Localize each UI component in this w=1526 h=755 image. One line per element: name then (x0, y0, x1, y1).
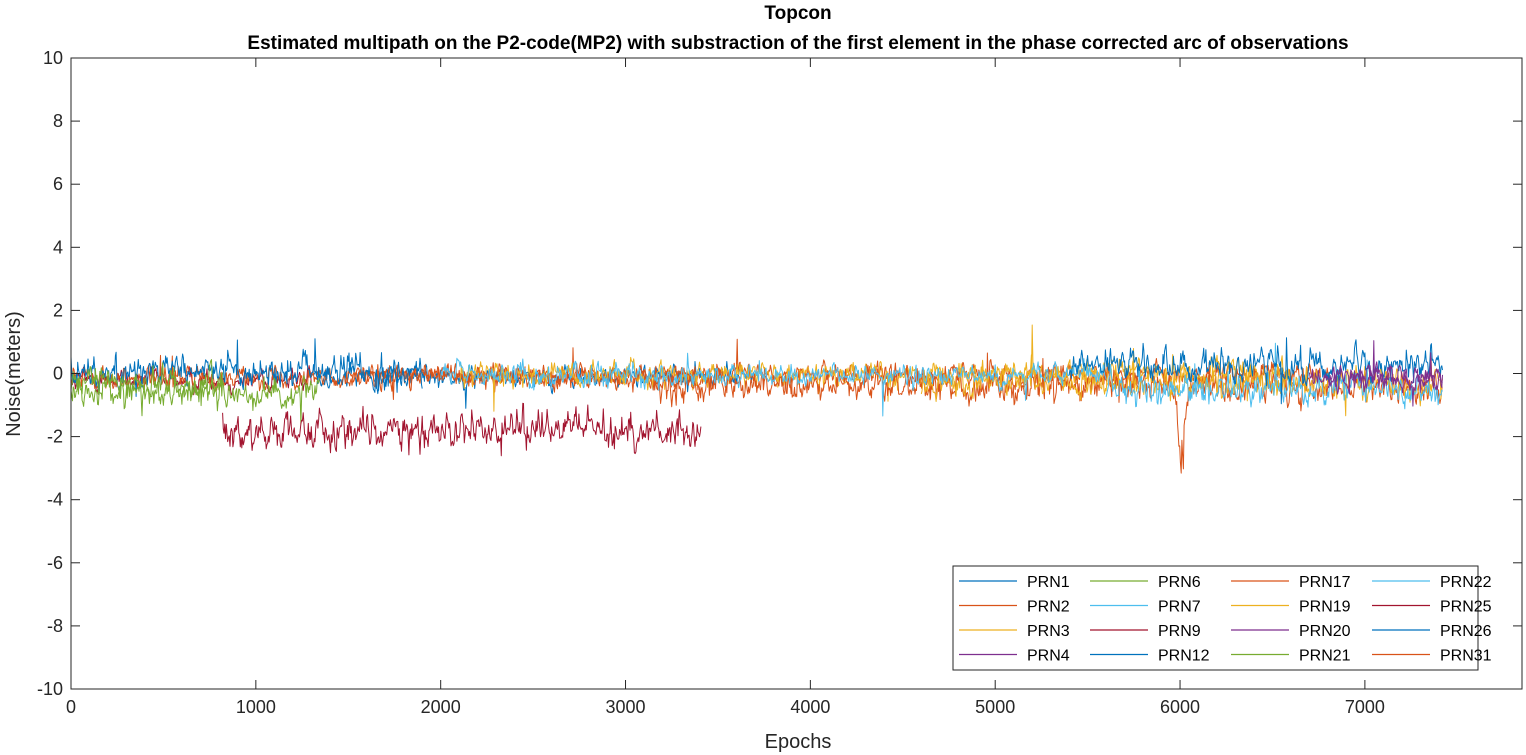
legend: PRN1 PRN2 PRN3 PRN4 PRN6 PRN7 PRN9 PRN12 PRN17 PR… (952, 565, 1492, 671)
x-tick-label: 6000 (1160, 697, 1200, 717)
series-line-prn12 (1068, 337, 1443, 405)
legend-label: PRN12 (1158, 648, 1210, 665)
y-tick-label: 4 (53, 237, 63, 257)
x-tick-label: 0 (66, 697, 76, 717)
legend-entry-prn1: PRN1 (959, 574, 1070, 591)
x-tick-label: 7000 (1345, 697, 1385, 717)
y-tick-label: -10 (37, 679, 63, 699)
legend-label: PRN19 (1299, 599, 1351, 616)
legend-label: PRN22 (1440, 574, 1492, 591)
series-line-prn7 (440, 352, 1107, 417)
y-tick-label: 6 (53, 174, 63, 194)
legend-entry-prn3: PRN3 (959, 623, 1070, 640)
x-axis-label: Epochs (765, 731, 832, 753)
series-line-prn20 (1327, 361, 1443, 393)
legend-label: PRN2 (1027, 599, 1070, 616)
series-line-prn1 (71, 338, 423, 397)
legend-label: PRN20 (1299, 623, 1351, 640)
legend-entry-prn19: PRN19 (1231, 599, 1351, 616)
y-tick-label: 8 (53, 111, 63, 131)
legend-label: PRN17 (1299, 574, 1351, 591)
axes: 0 1000 2000 3000 4000 5000 6000 7000 -10 -8 -6 -4 -2… (37, 48, 1523, 717)
legend-label: PRN1 (1027, 574, 1070, 591)
legend-label: PRN31 (1440, 648, 1492, 665)
series-line-prn22 (1105, 342, 1443, 410)
series-line-prn4 (1308, 340, 1443, 407)
y-tick-label: -2 (47, 427, 63, 447)
y-tick-label: 10 (43, 48, 63, 68)
y-tick-label: 2 (53, 300, 63, 320)
legend-label: PRN9 (1158, 623, 1201, 640)
legend-label: PRN7 (1158, 599, 1201, 616)
chart-title: Topcon (764, 3, 831, 24)
legend-entry-prn2: PRN2 (959, 599, 1070, 616)
plot-area (71, 324, 1443, 474)
y-tick-label: -8 (47, 616, 63, 636)
y-axis-label: Noise(meters) (3, 311, 25, 437)
legend-entry-prn25: PRN25 (1372, 599, 1492, 616)
legend-entry-prn21: PRN21 (1231, 648, 1351, 665)
series-line-prn17 (71, 347, 700, 393)
legend-entry-prn7: PRN7 (1090, 599, 1201, 616)
legend-entry-prn6: PRN6 (1090, 574, 1201, 591)
legend-label: PRN4 (1027, 648, 1070, 665)
x-tick-label: 1000 (236, 697, 276, 717)
legend-entry-prn31: PRN31 (1372, 648, 1492, 665)
series-line-prn9 (222, 402, 702, 457)
legend-entry-prn9: PRN9 (1090, 623, 1201, 640)
legend-label: PRN6 (1158, 574, 1201, 591)
legend-entry-prn12: PRN12 (1090, 648, 1210, 665)
legend-entry-prn20: PRN20 (1231, 623, 1351, 640)
legend-box (952, 565, 1479, 671)
legend-entry-prn22: PRN22 (1372, 574, 1492, 591)
x-tick-label: 2000 (421, 697, 461, 717)
x-tick-label: 3000 (605, 697, 645, 717)
x-tick-label: 5000 (975, 697, 1015, 717)
legend-entry-prn17: PRN17 (1231, 574, 1351, 591)
legend-label: PRN26 (1440, 623, 1492, 640)
y-tick-label: -6 (47, 553, 63, 573)
legend-entry-prn26: PRN26 (1372, 623, 1492, 640)
legend-label: PRN25 (1440, 599, 1492, 616)
x-tick-label: 4000 (790, 697, 830, 717)
legend-label: PRN3 (1027, 623, 1070, 640)
y-tick-label: -4 (47, 490, 63, 510)
series-line-prn21 (71, 359, 224, 399)
y-tick-label: 0 (53, 364, 63, 384)
legend-label: PRN21 (1299, 648, 1351, 665)
legend-entry-prn4: PRN4 (959, 648, 1070, 665)
chart-subtitle: Estimated multipath on the P2-code(MP2) … (247, 33, 1348, 54)
